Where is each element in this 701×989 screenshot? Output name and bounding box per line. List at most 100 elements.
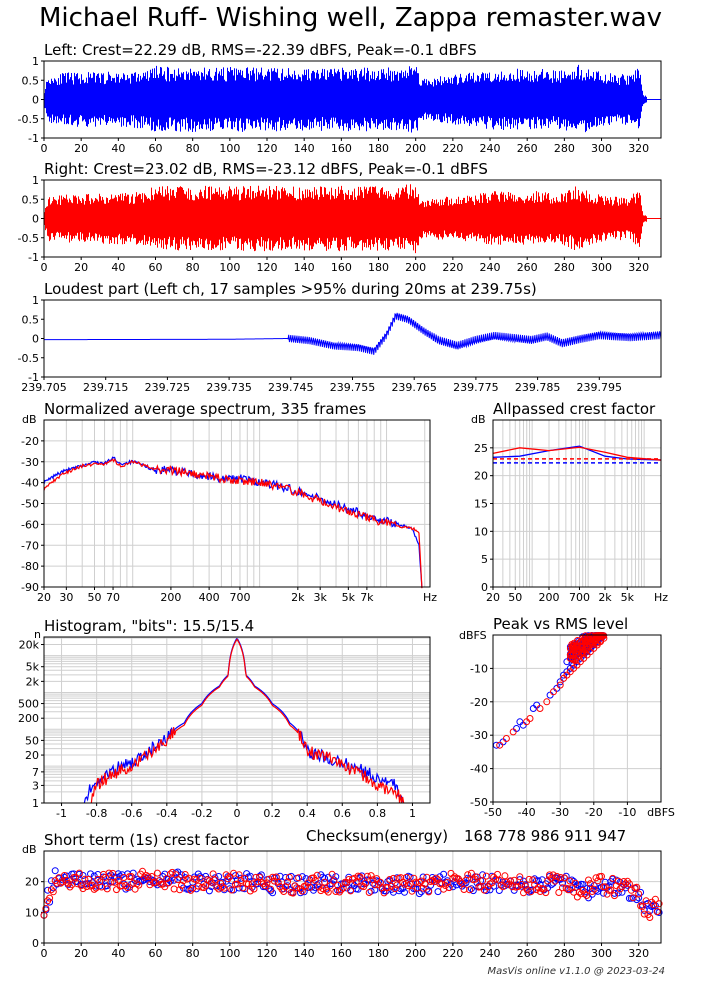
short-crest-point-left — [367, 887, 375, 895]
short-crest-point-left — [166, 877, 174, 885]
histogram-frame — [43, 636, 431, 804]
peak_vs_rms-ytick-label: -50 — [470, 796, 488, 809]
allpass-title: Allpassed crest factor — [493, 400, 656, 418]
allpass-xtick-label: 700 — [569, 591, 590, 604]
short-crest-point-right — [75, 869, 83, 877]
left-xtick-label: 320 — [628, 142, 649, 155]
short-crest-point-right — [298, 887, 306, 895]
histogram-xtick-label: 0.4 — [298, 807, 316, 820]
short-crest-point-right — [337, 886, 345, 894]
short-crest-point-right — [133, 880, 141, 888]
short-crest-point-right — [49, 888, 57, 896]
short-crest-point-right — [228, 886, 236, 894]
short-crest-point-right — [363, 872, 371, 880]
short-crest-point-right — [473, 873, 481, 881]
histogram-ylabel: n — [34, 628, 41, 641]
loudest-xtick-label: 239.765 — [391, 381, 437, 394]
loudest-waveform — [44, 312, 662, 355]
short-crest-point-right — [224, 875, 232, 883]
loudest-frame — [43, 299, 662, 378]
short-crest-point-right — [124, 884, 132, 892]
short-crest-point-right — [244, 880, 252, 888]
left-xtick-label: 220 — [442, 142, 463, 155]
short-crest-point-right — [246, 887, 254, 895]
left-xtick-label: 80 — [186, 142, 200, 155]
short-crest-point-right — [324, 888, 332, 896]
left-xtick-label: 200 — [405, 142, 426, 155]
short-crest-point-right — [46, 894, 54, 902]
short_term_crest-xtick-label: 320 — [628, 947, 649, 960]
short-crest-point-right — [579, 886, 587, 894]
short-crest-point-right — [540, 885, 548, 893]
short-crest-point-right — [90, 885, 98, 893]
short-crest-point-right — [293, 884, 301, 892]
short-crest-point-right — [179, 877, 187, 885]
short_term_crest-xtick-label: 160 — [331, 947, 352, 960]
short-crest-point-left — [434, 888, 442, 896]
right-ytick-label: 0 — [32, 213, 39, 226]
short-crest-point-right — [399, 878, 407, 886]
short-crest-point-right — [551, 877, 559, 885]
histogram-ytick-label: 20 — [25, 749, 39, 762]
short-crest-point-right — [170, 885, 178, 893]
short-crest-point-right — [421, 880, 429, 888]
short-crest-point-left — [332, 873, 340, 881]
histogram-ytick-label: 7 — [32, 766, 39, 779]
allpass-xtick-label: 5k — [621, 591, 635, 604]
peak-rms-point-right — [550, 688, 557, 696]
short-crest-point-right — [501, 872, 509, 880]
short-crest-point-right — [553, 872, 561, 880]
histogram-ytick-label: 200 — [18, 712, 39, 725]
loudest-xtick-label: 239.735 — [206, 381, 252, 394]
left-xtick-label: 140 — [294, 142, 315, 155]
right-xtick-label: 60 — [149, 261, 163, 274]
short-crest-point-right — [525, 875, 533, 883]
peak-rms-point-right — [589, 641, 596, 648]
allpass-xtick-label: 50 — [508, 591, 522, 604]
short_term_crest-title: Short term (1s) crest factor — [44, 831, 250, 849]
short_term_crest-xtick-label: 300 — [591, 947, 612, 960]
short-crest-point-right — [313, 871, 321, 879]
short-crest-point-right — [103, 885, 111, 893]
short-crest-point-right — [304, 879, 312, 887]
histogram-xtick-label: 0 — [234, 807, 241, 820]
short-crest-point-right — [510, 876, 518, 884]
peak_vs_rms-xtick-label: -50 — [484, 806, 502, 819]
short-crest-point-right — [178, 881, 185, 889]
loudest-xtick-label: 239.705 — [21, 381, 67, 394]
short-crest-point-right — [635, 890, 643, 898]
short_term_crest-xtick-label: 200 — [405, 947, 426, 960]
left-ytick-label: 0.5 — [22, 74, 40, 87]
short-crest-point-right — [323, 886, 330, 894]
short-crest-point-right — [583, 892, 591, 899]
short-crest-point-right — [585, 876, 592, 884]
short-crest-point-right — [566, 877, 574, 885]
short-crest-point-left — [215, 873, 223, 880]
allpass-ytick-label: 0 — [481, 581, 488, 594]
short-crest-point-left — [257, 871, 265, 879]
short-crest-point-right — [165, 879, 172, 887]
short-crest-point-right — [72, 873, 80, 881]
short-crest-point-right — [616, 885, 624, 893]
loudest-xtick-label: 239.795 — [577, 381, 623, 394]
peak-rms-point-left — [516, 718, 524, 726]
short-crest-point-right — [386, 876, 394, 883]
short_term_crest-xtick-label: 0 — [41, 947, 48, 960]
peak-rms-point-left — [553, 684, 561, 692]
short-crest-point-right — [471, 875, 479, 883]
short-crest-point-right — [285, 873, 293, 881]
peak_vs_rms-xtick-label: -20 — [585, 806, 603, 819]
short-crest-point-right — [187, 886, 195, 894]
short-crest-point-right — [497, 881, 505, 889]
loudest-xtick-label: 239.715 — [83, 381, 129, 394]
short-crest-point-right — [269, 873, 277, 881]
spectrum-xunit: Hz — [423, 591, 437, 604]
short-crest-point-right — [373, 875, 381, 883]
short-crest-point-right — [334, 881, 342, 889]
short-crest-point-left — [371, 886, 379, 894]
peak-rms-xunit: dBFS — [647, 806, 675, 819]
allpass-ytick-label: 5 — [481, 553, 488, 566]
peak-rms-point-right — [570, 647, 578, 654]
short-crest-point-right — [568, 884, 576, 892]
